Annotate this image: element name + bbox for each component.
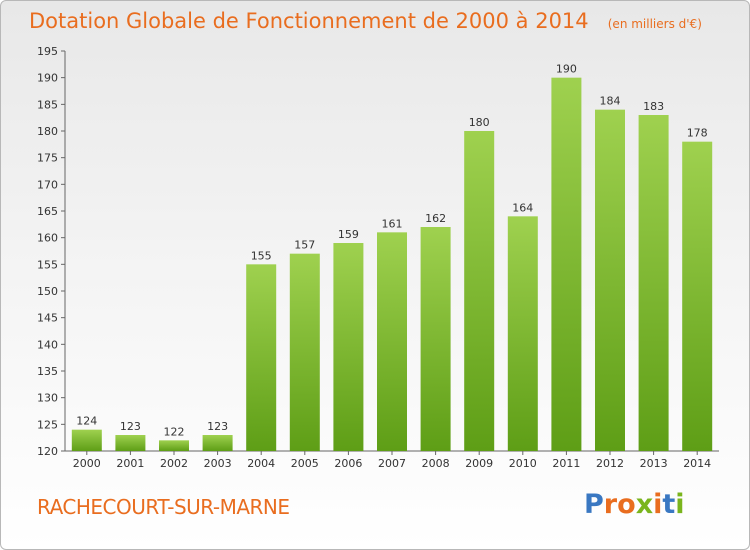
y-tick-label: 165 [37, 205, 58, 218]
chart-subtitle: (en milliers d'€) [607, 17, 702, 31]
x-tick-label: 2014 [683, 457, 711, 470]
y-tick-label: 180 [37, 125, 58, 138]
bar-2013 [638, 115, 669, 451]
value-label-2012: 184 [600, 95, 621, 108]
x-tick-label: 2000 [73, 457, 101, 470]
bars [71, 77, 713, 452]
bar-2011 [551, 77, 582, 452]
value-label-2011: 190 [556, 63, 577, 76]
y-tick-label: 130 [37, 392, 58, 405]
bar-2014 [682, 141, 713, 451]
y-tick-label: 155 [37, 258, 58, 271]
value-label-2006: 159 [338, 228, 359, 241]
value-label-2007: 161 [382, 217, 403, 230]
title-row: Dotation Globale de Fonctionnement de 20… [29, 9, 702, 33]
y-tick-label: 160 [37, 232, 58, 245]
x-tick-label: 2002 [160, 457, 188, 470]
x-tick-label: 2004 [247, 457, 275, 470]
brand-letter: t [662, 489, 676, 520]
bar-2001 [115, 435, 146, 451]
y-tick-label: 140 [37, 338, 58, 351]
x-tick-label: 2006 [334, 457, 362, 470]
x-tick-label: 2010 [509, 457, 537, 470]
value-label-2004: 155 [251, 249, 272, 262]
y-tick-label: 190 [37, 72, 58, 85]
bar-2005 [289, 253, 320, 451]
bar-2007 [377, 232, 407, 451]
bar-2010 [507, 216, 538, 451]
bar-2000 [71, 429, 102, 451]
value-label-2003: 123 [207, 420, 228, 433]
x-tick-label: 2012 [596, 457, 624, 470]
location-label: RACHECOURT-SUR-MARNE [37, 495, 290, 519]
y-tick-label: 135 [37, 365, 58, 378]
y-tick-label: 170 [37, 178, 58, 191]
bar-2012 [595, 109, 625, 452]
x-tick-label: 2005 [291, 457, 319, 470]
x-tick-label: 2013 [640, 457, 668, 470]
x-tick-label: 2007 [378, 457, 406, 470]
x-tick-label: 2003 [204, 457, 232, 470]
y-tick-label: 145 [37, 312, 58, 325]
value-label-2001: 123 [120, 420, 141, 433]
brand-letter: o [617, 489, 636, 520]
labels: 120 125 130 135 140 145 150 155 160 165 170 175 180 1… [37, 45, 711, 470]
chart-title: Dotation Globale de Fonctionnement de 20… [29, 9, 589, 33]
y-tick-label: 120 [37, 445, 58, 458]
y-tick-label: 185 [37, 98, 58, 111]
x-tick-label: 2009 [465, 457, 493, 470]
y-tick-label: 175 [37, 152, 58, 165]
bar-2009 [464, 131, 495, 451]
x-tick-label: 2001 [116, 457, 144, 470]
value-label-2008: 162 [425, 212, 446, 225]
value-label-2013: 183 [643, 100, 664, 113]
brand-letter: P [584, 489, 604, 520]
value-label-2010: 164 [512, 201, 533, 214]
y-tick-label: 195 [37, 45, 58, 58]
value-label-2014: 178 [687, 127, 708, 140]
brand-letter: r [603, 489, 618, 520]
value-label-2005: 157 [294, 239, 315, 252]
x-tick-label: 2011 [552, 457, 580, 470]
y-tick-label: 125 [37, 418, 58, 431]
brand-letter: x [635, 489, 654, 520]
brand-letter: i [653, 489, 663, 520]
x-tick-label: 2008 [422, 457, 450, 470]
value-label-2002: 122 [164, 425, 185, 438]
bar-2003 [202, 435, 233, 451]
bar-2002 [159, 440, 189, 451]
y-tick-label: 150 [37, 285, 58, 298]
brand-letter: i [675, 489, 685, 520]
bar-2006 [333, 243, 364, 451]
brand-logo: Proxiti [584, 489, 685, 520]
bar-2004 [246, 264, 277, 451]
value-label-2000: 124 [76, 415, 97, 428]
value-label-2009: 180 [469, 116, 490, 129]
bar-2008 [420, 227, 451, 451]
